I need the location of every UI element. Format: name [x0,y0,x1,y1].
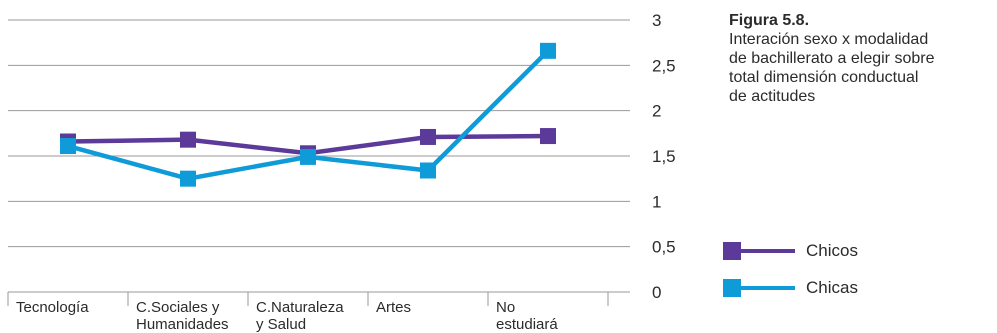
data-point-chicas [60,138,76,155]
data-point-chicos [420,128,436,145]
chart-series [60,42,556,187]
y-tick-label: 1,5 [652,147,676,166]
legend-item-chicas: Chicas [723,276,993,300]
figure-caption: Figura 5.8. Interación sexo x modalidad … [729,11,997,106]
figure-number: Figura 5.8. [729,12,810,29]
figure-description: Interación sexo x modalidad de bachiller… [729,31,935,105]
legend-item-chicos: Chicos [723,239,993,263]
x-tick-label: C.Sociales y Humanidades [136,299,229,333]
y-tick-label: 0 [652,283,661,302]
legend-label-chicas: Chicas [806,278,858,297]
legend-swatch-chicas [723,279,795,297]
x-tick-label: No estudiará [496,299,558,333]
y-tick-label: 0,5 [652,238,676,257]
legend-swatch-chicos [723,242,795,260]
x-tick-label: Tecnología [16,299,89,316]
y-axis: 3 2,5 2 1,5 1 0,5 0 [652,11,676,302]
x-axis: Tecnología C.Sociales y Humanidades C.Natur… [7,291,630,333]
y-tick-label: 2 [652,102,661,121]
data-point-chicos [180,131,196,148]
data-point-chicas [420,162,436,179]
x-tick-label: C.Naturaleza y Salud [256,299,344,333]
data-point-chicas [300,148,316,165]
legend-label-chicos: Chicos [806,241,858,260]
y-tick-label: 3 [652,11,661,30]
y-tick-label: 2,5 [652,56,676,75]
data-point-chicas [180,170,196,187]
data-point-chicos [540,128,556,145]
y-tick-label: 1 [652,192,661,211]
data-point-chicas [540,42,556,59]
x-tick-label: Artes [376,299,411,316]
chart-grid [8,19,630,248]
